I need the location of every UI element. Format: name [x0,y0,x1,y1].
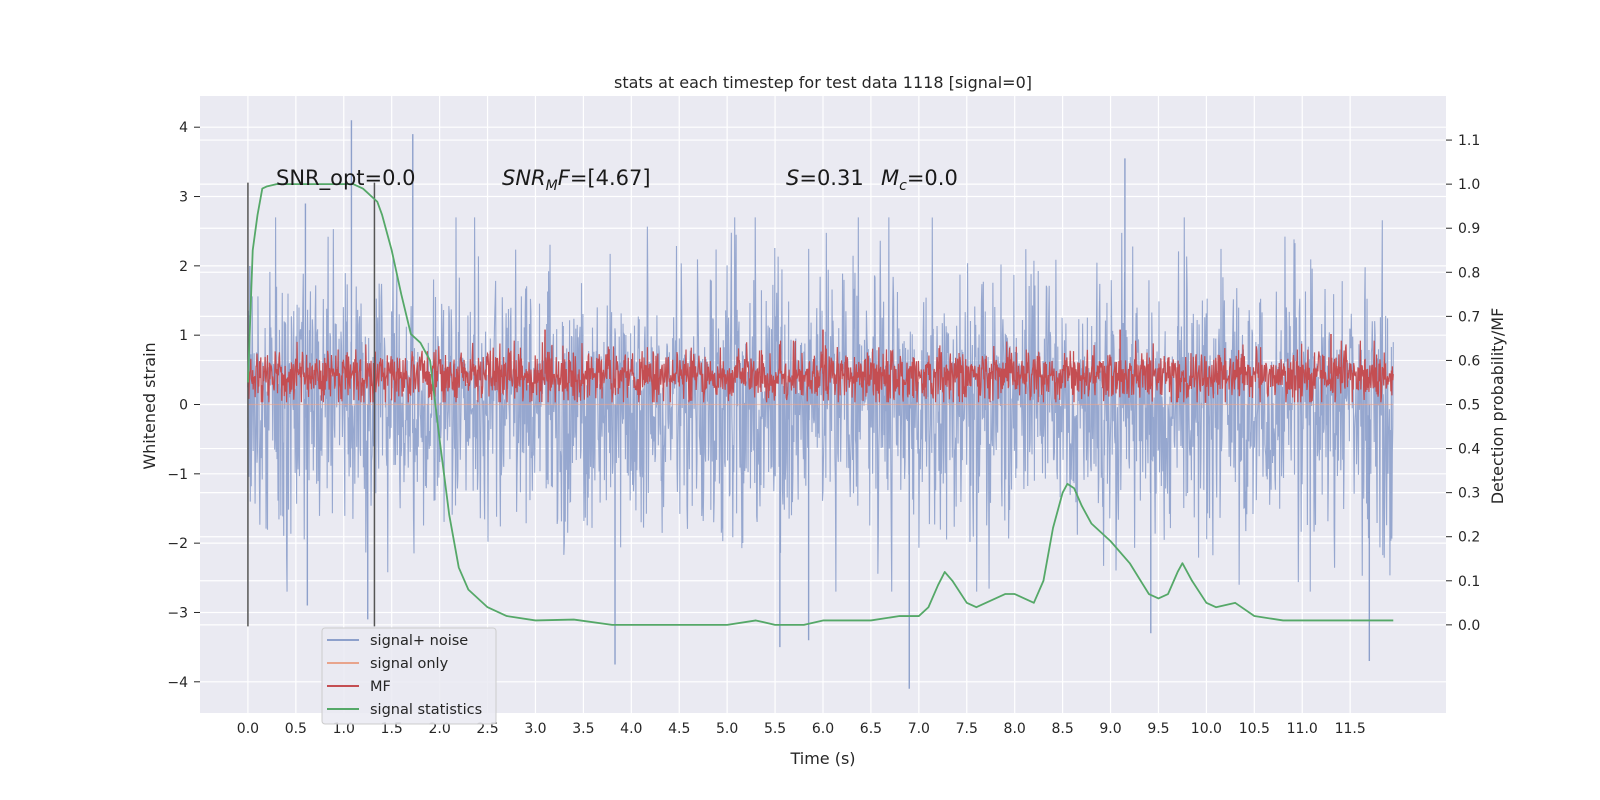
x-tick-label-13: 6.5 [860,721,882,737]
vertical-markers [247,182,376,627]
legend-label-signal-only: signal only [370,656,449,672]
annotation-mc-value: Mc=0.0 [881,166,958,194]
y-left-axis-label: Whitened strain [140,342,159,469]
plot-series [247,120,1394,689]
annotation-mc-value-text: =0.0 [907,166,958,190]
yr-tick-label-0: 1.1 [1458,133,1480,149]
yr-tick-label-7: 0.4 [1458,442,1480,458]
series-mf [247,329,1394,403]
series-signal-statistics [247,183,1394,626]
annotation-s-value: S=0.31 [786,166,864,190]
y-right-axis-label: Detection probability/MF [1488,308,1507,505]
x-tick-label-11: 5.5 [764,721,786,737]
x-axis-ticks: 0.0 0.5 1.0 1.5 2.0 2.5 3.0 3.5 4.0 4.5 5.0 5.5 6.0 6… [237,721,1366,737]
legend: signal+ noise signal only MF signal stat… [321,627,497,725]
yl-tick-label-5: −1 [167,467,188,483]
yl-tick-label-6: −2 [167,536,188,552]
yl-tick-label-8: −4 [167,675,188,691]
yl-tick-label-1: 3 [179,190,188,206]
x-tick-label-0: 0.0 [237,721,259,737]
x-tick-label-21: 10.5 [1239,721,1270,737]
x-axis-label: Time (s) [789,749,855,768]
x-tick-label-20: 10.0 [1191,721,1222,737]
yl-tick-label-4: 0 [179,398,188,414]
yr-tick-label-8: 0.3 [1458,486,1480,502]
x-tick-label-1: 0.5 [285,721,307,737]
x-tick-label-19: 9.5 [1147,721,1169,737]
y-left-axis-ticks: 4 3 2 1 0 −1 −2 −3 −4 [167,120,200,691]
x-tick-label-16: 8.0 [1004,721,1026,737]
x-tick-label-9: 4.5 [668,721,690,737]
yr-tick-label-4: 0.7 [1458,309,1480,325]
y-right-axis-ticks: 1.1 1.0 0.9 0.8 0.7 0.6 0.5 0.4 0.3 0.2 0.1 0.0 [1446,133,1480,634]
x-tick-label-8: 4.0 [620,721,642,737]
legend-label-signal-noise: signal+ noise [370,633,468,649]
yr-tick-label-6: 0.5 [1458,398,1480,414]
x-tick-label-15: 7.5 [956,721,978,737]
annotation-s-value-text: =0.31 [799,166,863,190]
yr-tick-label-5: 0.6 [1458,353,1480,369]
x-tick-label-4: 2.0 [428,721,450,737]
yr-tick-label-3: 0.8 [1458,265,1480,281]
yl-tick-label-7: −3 [167,605,188,621]
x-tick-label-17: 8.5 [1051,721,1073,737]
x-tick-label-10: 5.0 [716,721,738,737]
x-tick-label-23: 11.5 [1335,721,1366,737]
yr-tick-label-2: 0.9 [1458,221,1480,237]
legend-box [321,627,497,725]
annotation-snr-mf-value: =[4.67] [570,166,651,190]
x-tick-label-22: 11.0 [1287,721,1318,737]
series-signal-noise [247,120,1394,689]
annotation-snr-mf: SNRMF=[4.67] [502,166,651,194]
x-tick-label-14: 7.0 [908,721,930,737]
legend-label-signal-statistics: signal statistics [370,702,482,718]
x-tick-label-5: 2.5 [476,721,498,737]
yr-tick-label-10: 0.1 [1458,574,1480,590]
annotation-snr-opt: SNR_opt=0.0 [276,166,416,191]
yl-tick-label-3: 1 [179,328,188,344]
x-tick-label-3: 1.5 [381,721,403,737]
yr-tick-label-11: 0.0 [1458,618,1480,634]
x-tick-label-18: 9.0 [1099,721,1121,737]
x-tick-label-7: 3.5 [572,721,594,737]
chart-title: stats at each timestep for test data 111… [614,73,1032,92]
x-tick-label-6: 3.0 [524,721,546,737]
yr-tick-label-9: 0.2 [1458,530,1480,546]
x-tick-label-12: 6.0 [812,721,834,737]
series-line-mf [247,340,1394,403]
x-tick-label-2: 1.0 [333,721,355,737]
legend-label-mf: MF [370,679,391,695]
yl-tick-label-2: 2 [179,259,188,275]
yr-tick-label-1: 1.0 [1458,177,1480,193]
yl-tick-label-0: 4 [179,120,188,136]
series-line-signal-statistics [247,183,1394,626]
